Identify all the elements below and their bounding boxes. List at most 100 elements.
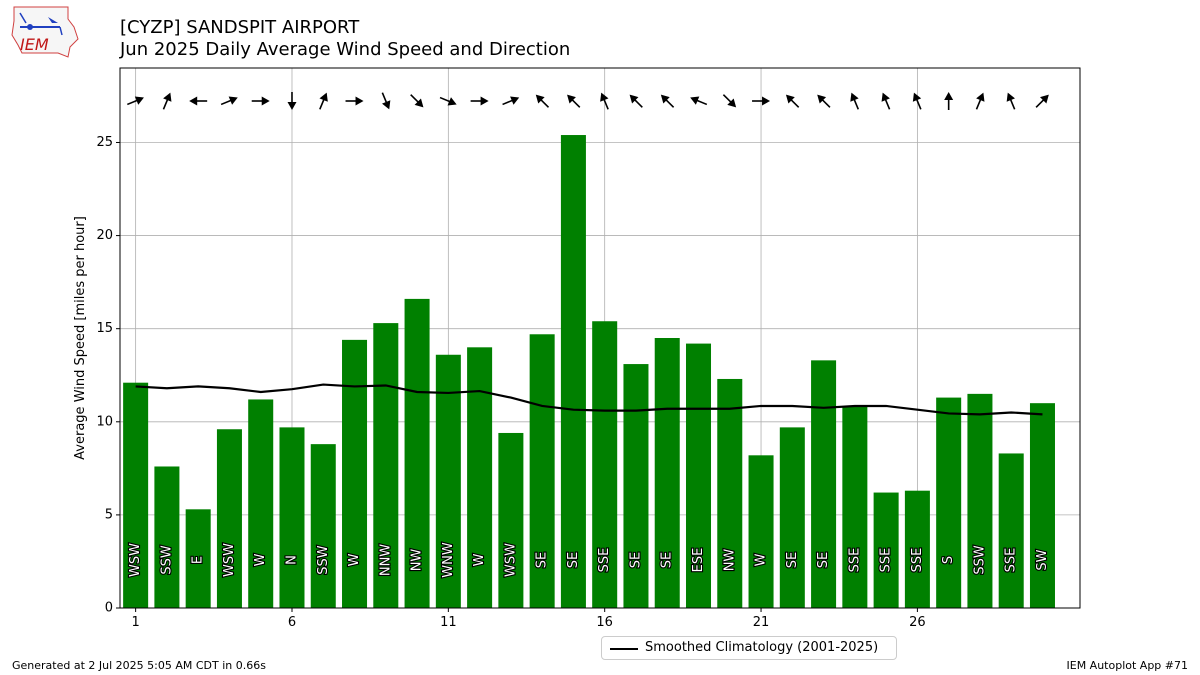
wind-speed-bar xyxy=(811,360,837,608)
wind-speed-bar xyxy=(936,397,962,608)
wind-direction-arrow xyxy=(912,92,922,110)
direction-label: NNW xyxy=(378,544,393,576)
wind-speed-bar xyxy=(498,432,524,608)
wind-direction-arrow xyxy=(690,96,708,106)
direction-label: SW xyxy=(1035,549,1050,570)
wind-speed-bar xyxy=(310,444,336,608)
wind-direction-arrow xyxy=(722,94,737,108)
chart-subtitle: Jun 2025 Daily Average Wind Speed and Di… xyxy=(120,39,571,60)
logo-text: IEM xyxy=(20,35,49,54)
direction-label: WSW xyxy=(128,543,143,577)
wind-speed-bar xyxy=(123,382,149,608)
wind-direction-arrow xyxy=(1006,92,1016,110)
wind-speed-bar xyxy=(216,429,242,608)
wind-speed-bar xyxy=(873,492,899,608)
y-tick-label: 10 xyxy=(96,414,113,429)
direction-label: SE xyxy=(660,552,675,568)
y-tick-label: 25 xyxy=(96,135,113,150)
wind-direction-arrow xyxy=(850,92,860,110)
direction-label: SSE xyxy=(847,548,862,573)
wind-speed-bar xyxy=(779,427,805,608)
direction-label: SE xyxy=(816,552,831,568)
chart-legend: Smoothed Climatology (2001-2025) xyxy=(601,636,897,660)
wind-speed-bar xyxy=(623,364,649,608)
direction-label: SE xyxy=(535,552,550,568)
direction-label: SSE xyxy=(910,548,925,573)
wind-speed-bar xyxy=(404,298,430,608)
wind-direction-arrow xyxy=(251,96,270,106)
x-tick-label: 6 xyxy=(288,615,296,630)
y-tick-label: 15 xyxy=(96,321,113,336)
x-tick-label: 11 xyxy=(440,615,457,630)
y-axis-label: Average Wind Speed [miles per hour] xyxy=(73,216,88,460)
x-tick-label: 1 xyxy=(131,615,139,630)
direction-label: SSE xyxy=(879,548,894,573)
direction-label: W xyxy=(754,553,769,566)
plot-frame xyxy=(119,67,1081,609)
wind-speed-bar xyxy=(967,393,993,608)
wind-direction-arrow xyxy=(410,94,424,108)
direction-label: SSW xyxy=(316,545,331,575)
wind-direction-arrow xyxy=(502,96,520,106)
wind-speed-bar xyxy=(154,466,180,608)
wind-speed-bar xyxy=(1029,403,1055,608)
wind-direction-arrow xyxy=(600,92,609,110)
wind-speed-bar xyxy=(998,453,1024,608)
direction-label: SSW xyxy=(159,545,174,575)
direction-label: ESE xyxy=(691,548,706,573)
wind-speed-bar xyxy=(685,343,712,608)
y-tick-label: 0 xyxy=(105,601,113,616)
wind-direction-arrow xyxy=(785,94,800,108)
direction-label: SSE xyxy=(1004,548,1019,573)
wind-direction-arrow xyxy=(319,92,328,110)
direction-label: NW xyxy=(410,549,425,572)
wind-speed-bar xyxy=(842,406,868,608)
wind-speed-bar xyxy=(529,334,555,608)
climatology-line xyxy=(135,383,1043,416)
direction-label: SE xyxy=(785,552,800,568)
direction-label: N xyxy=(284,555,299,565)
direction-label: SE xyxy=(628,552,643,568)
wind-speed-bar xyxy=(248,399,274,608)
direction-label: W xyxy=(347,553,362,566)
wind-direction-arrow xyxy=(1035,94,1049,108)
x-tick-label: 21 xyxy=(753,615,770,630)
wind-direction-arrow xyxy=(629,94,643,108)
wind-speed-bar xyxy=(904,490,930,608)
wind-direction-arrow xyxy=(189,96,208,106)
direction-label: SSW xyxy=(972,545,987,575)
wind-speed-bar xyxy=(373,323,399,608)
direction-label: WSW xyxy=(222,543,237,577)
direction-label: E xyxy=(191,556,206,564)
wind-speed-bar xyxy=(342,339,368,608)
direction-label: S xyxy=(941,556,956,564)
legend-line-swatch xyxy=(610,648,638,650)
wind-direction-arrow xyxy=(881,92,891,110)
wind-speed-bar xyxy=(467,347,493,608)
direction-label: NW xyxy=(722,549,737,572)
x-tick-label: 26 xyxy=(909,615,926,630)
y-tick-label: 20 xyxy=(96,228,113,243)
wind-speed-bar xyxy=(654,338,680,608)
wind-speed-bar xyxy=(560,135,586,608)
wind-direction-arrow xyxy=(752,96,771,106)
wind-speed-bar xyxy=(748,455,774,608)
wind-direction-arrow xyxy=(220,96,238,106)
direction-label: W xyxy=(253,553,268,566)
direction-label: WNW xyxy=(441,542,456,578)
wind-direction-arrow xyxy=(567,94,581,108)
wind-direction-arrow xyxy=(944,92,954,110)
wind-direction-arrow xyxy=(162,92,172,110)
chart-title: [CYZP] SANDSPIT AIRPORT xyxy=(120,17,360,38)
y-tick-label: 5 xyxy=(105,507,113,522)
legend-label: Smoothed Climatology (2001-2025) xyxy=(645,640,879,655)
direction-label: WSW xyxy=(503,543,518,577)
wind-speed-bar xyxy=(435,354,461,608)
app-credit: IEM Autoplot App #71 xyxy=(1066,659,1189,672)
direction-label: W xyxy=(472,553,487,566)
wind-direction-arrow xyxy=(439,96,457,106)
wind-speed-bar xyxy=(717,378,743,608)
wind-direction-arrow xyxy=(975,92,985,110)
iem-logo: IEM xyxy=(11,6,79,58)
